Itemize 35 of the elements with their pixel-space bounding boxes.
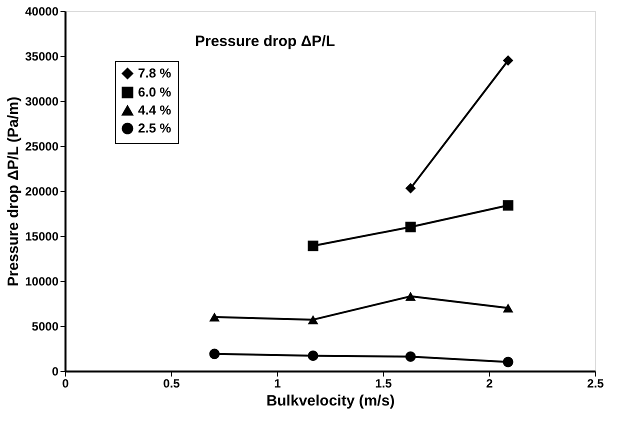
legend-label: 2.5 %: [138, 120, 172, 136]
y-tick-label: 40000: [25, 4, 59, 18]
text: Pressure drop ΔP/L: [195, 33, 335, 50]
y-tick-label: 20000: [25, 184, 59, 198]
y-tick-label: 30000: [25, 94, 59, 108]
x-tick-label: 0: [62, 376, 70, 390]
x-axis-title: Bulkvelocity (m/s): [266, 392, 395, 410]
point: [405, 183, 416, 194]
point: [405, 292, 416, 301]
x-tick-label: 1: [274, 376, 282, 390]
point: [209, 312, 220, 322]
x-tick-label: 0.5: [163, 376, 180, 390]
point: [502, 356, 514, 368]
y-tick-label: 5000: [32, 320, 59, 334]
point: [209, 348, 220, 360]
point: [502, 303, 514, 313]
y-tick-label: 25000: [25, 140, 59, 154]
x-tick-label: 1.5: [375, 376, 392, 390]
x-tick-label: 2.5: [587, 376, 604, 390]
point: [308, 240, 318, 252]
point: [308, 350, 318, 361]
point: [502, 200, 514, 211]
point: [308, 315, 318, 324]
y-tick-label: 10000: [25, 274, 59, 288]
point: [405, 351, 416, 362]
y-tick-label: 0: [52, 364, 59, 378]
legend-label: 6.0 %: [138, 84, 172, 100]
y-tick-label: 15000: [25, 230, 59, 244]
y-axis-title: Pressure drop ΔP/L (Pa/m): [5, 96, 22, 286]
point: [502, 55, 514, 66]
x-tick-label: 2: [486, 376, 494, 390]
legend-label: 4.4 %: [138, 102, 172, 118]
point: [405, 222, 416, 232]
legend-label: 7.8 %: [138, 66, 172, 80]
y-tick-label: 35000: [25, 50, 59, 64]
